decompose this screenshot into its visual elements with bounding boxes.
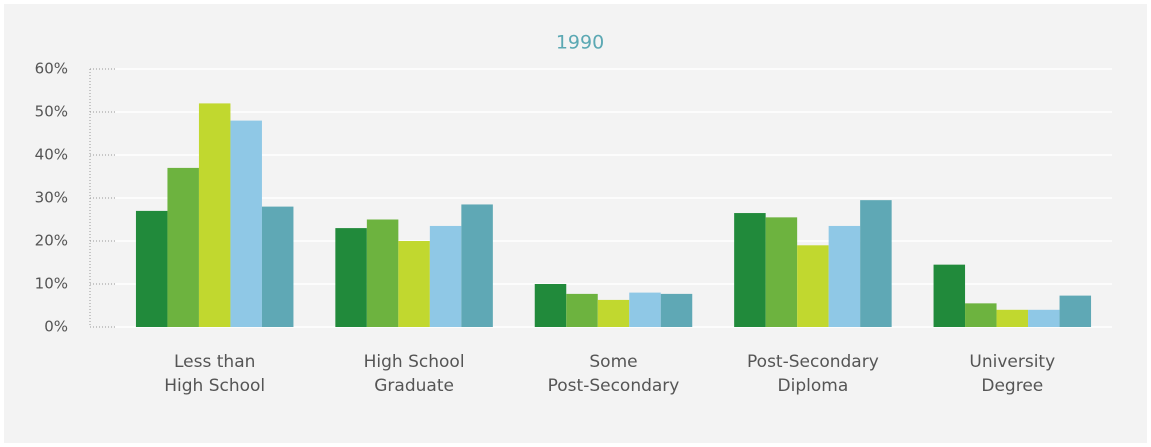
x-tick-label: Less than <box>174 352 255 372</box>
bar <box>933 264 966 327</box>
bar <box>261 206 294 327</box>
bar <box>461 204 493 327</box>
bar <box>534 284 567 327</box>
x-tick-label: University <box>969 352 1055 372</box>
bar <box>828 225 861 327</box>
bar <box>398 241 430 327</box>
bar <box>566 293 598 327</box>
y-tick-label: 40% <box>35 146 68 164</box>
bar <box>860 200 892 327</box>
bar <box>135 210 168 327</box>
y-tick-label: 60% <box>35 60 68 78</box>
y-tick-label: 0% <box>44 318 68 336</box>
x-tick-label: Diploma <box>778 376 849 396</box>
y-tick-label: 50% <box>35 103 68 121</box>
x-tick-label: Post-Secondary <box>747 352 879 372</box>
bar <box>335 228 367 327</box>
bar <box>765 217 798 327</box>
bar <box>1059 295 1092 327</box>
x-tick-label: Degree <box>981 376 1043 396</box>
x-tick-label: Graduate <box>374 376 454 396</box>
y-tick-label: 20% <box>35 232 68 250</box>
bar <box>597 299 630 327</box>
y-tick-label: 10% <box>35 275 68 293</box>
bar <box>965 303 997 327</box>
bar <box>167 167 199 327</box>
y-tick-label: 30% <box>35 189 68 207</box>
bar <box>366 219 399 327</box>
bar <box>660 293 693 327</box>
bar <box>230 120 262 327</box>
x-tick-label: Some <box>589 352 637 372</box>
bar <box>429 225 462 327</box>
bar <box>198 103 231 328</box>
bar <box>629 292 661 327</box>
x-tick-label: Post-Secondary <box>548 376 680 396</box>
x-tick-label: High School <box>364 352 465 372</box>
bar <box>1028 309 1060 327</box>
bar <box>996 309 1029 327</box>
x-tick-label: High School <box>164 376 265 396</box>
chart-title: 1990 <box>556 32 604 54</box>
bar <box>734 213 766 327</box>
bar <box>797 245 829 327</box>
